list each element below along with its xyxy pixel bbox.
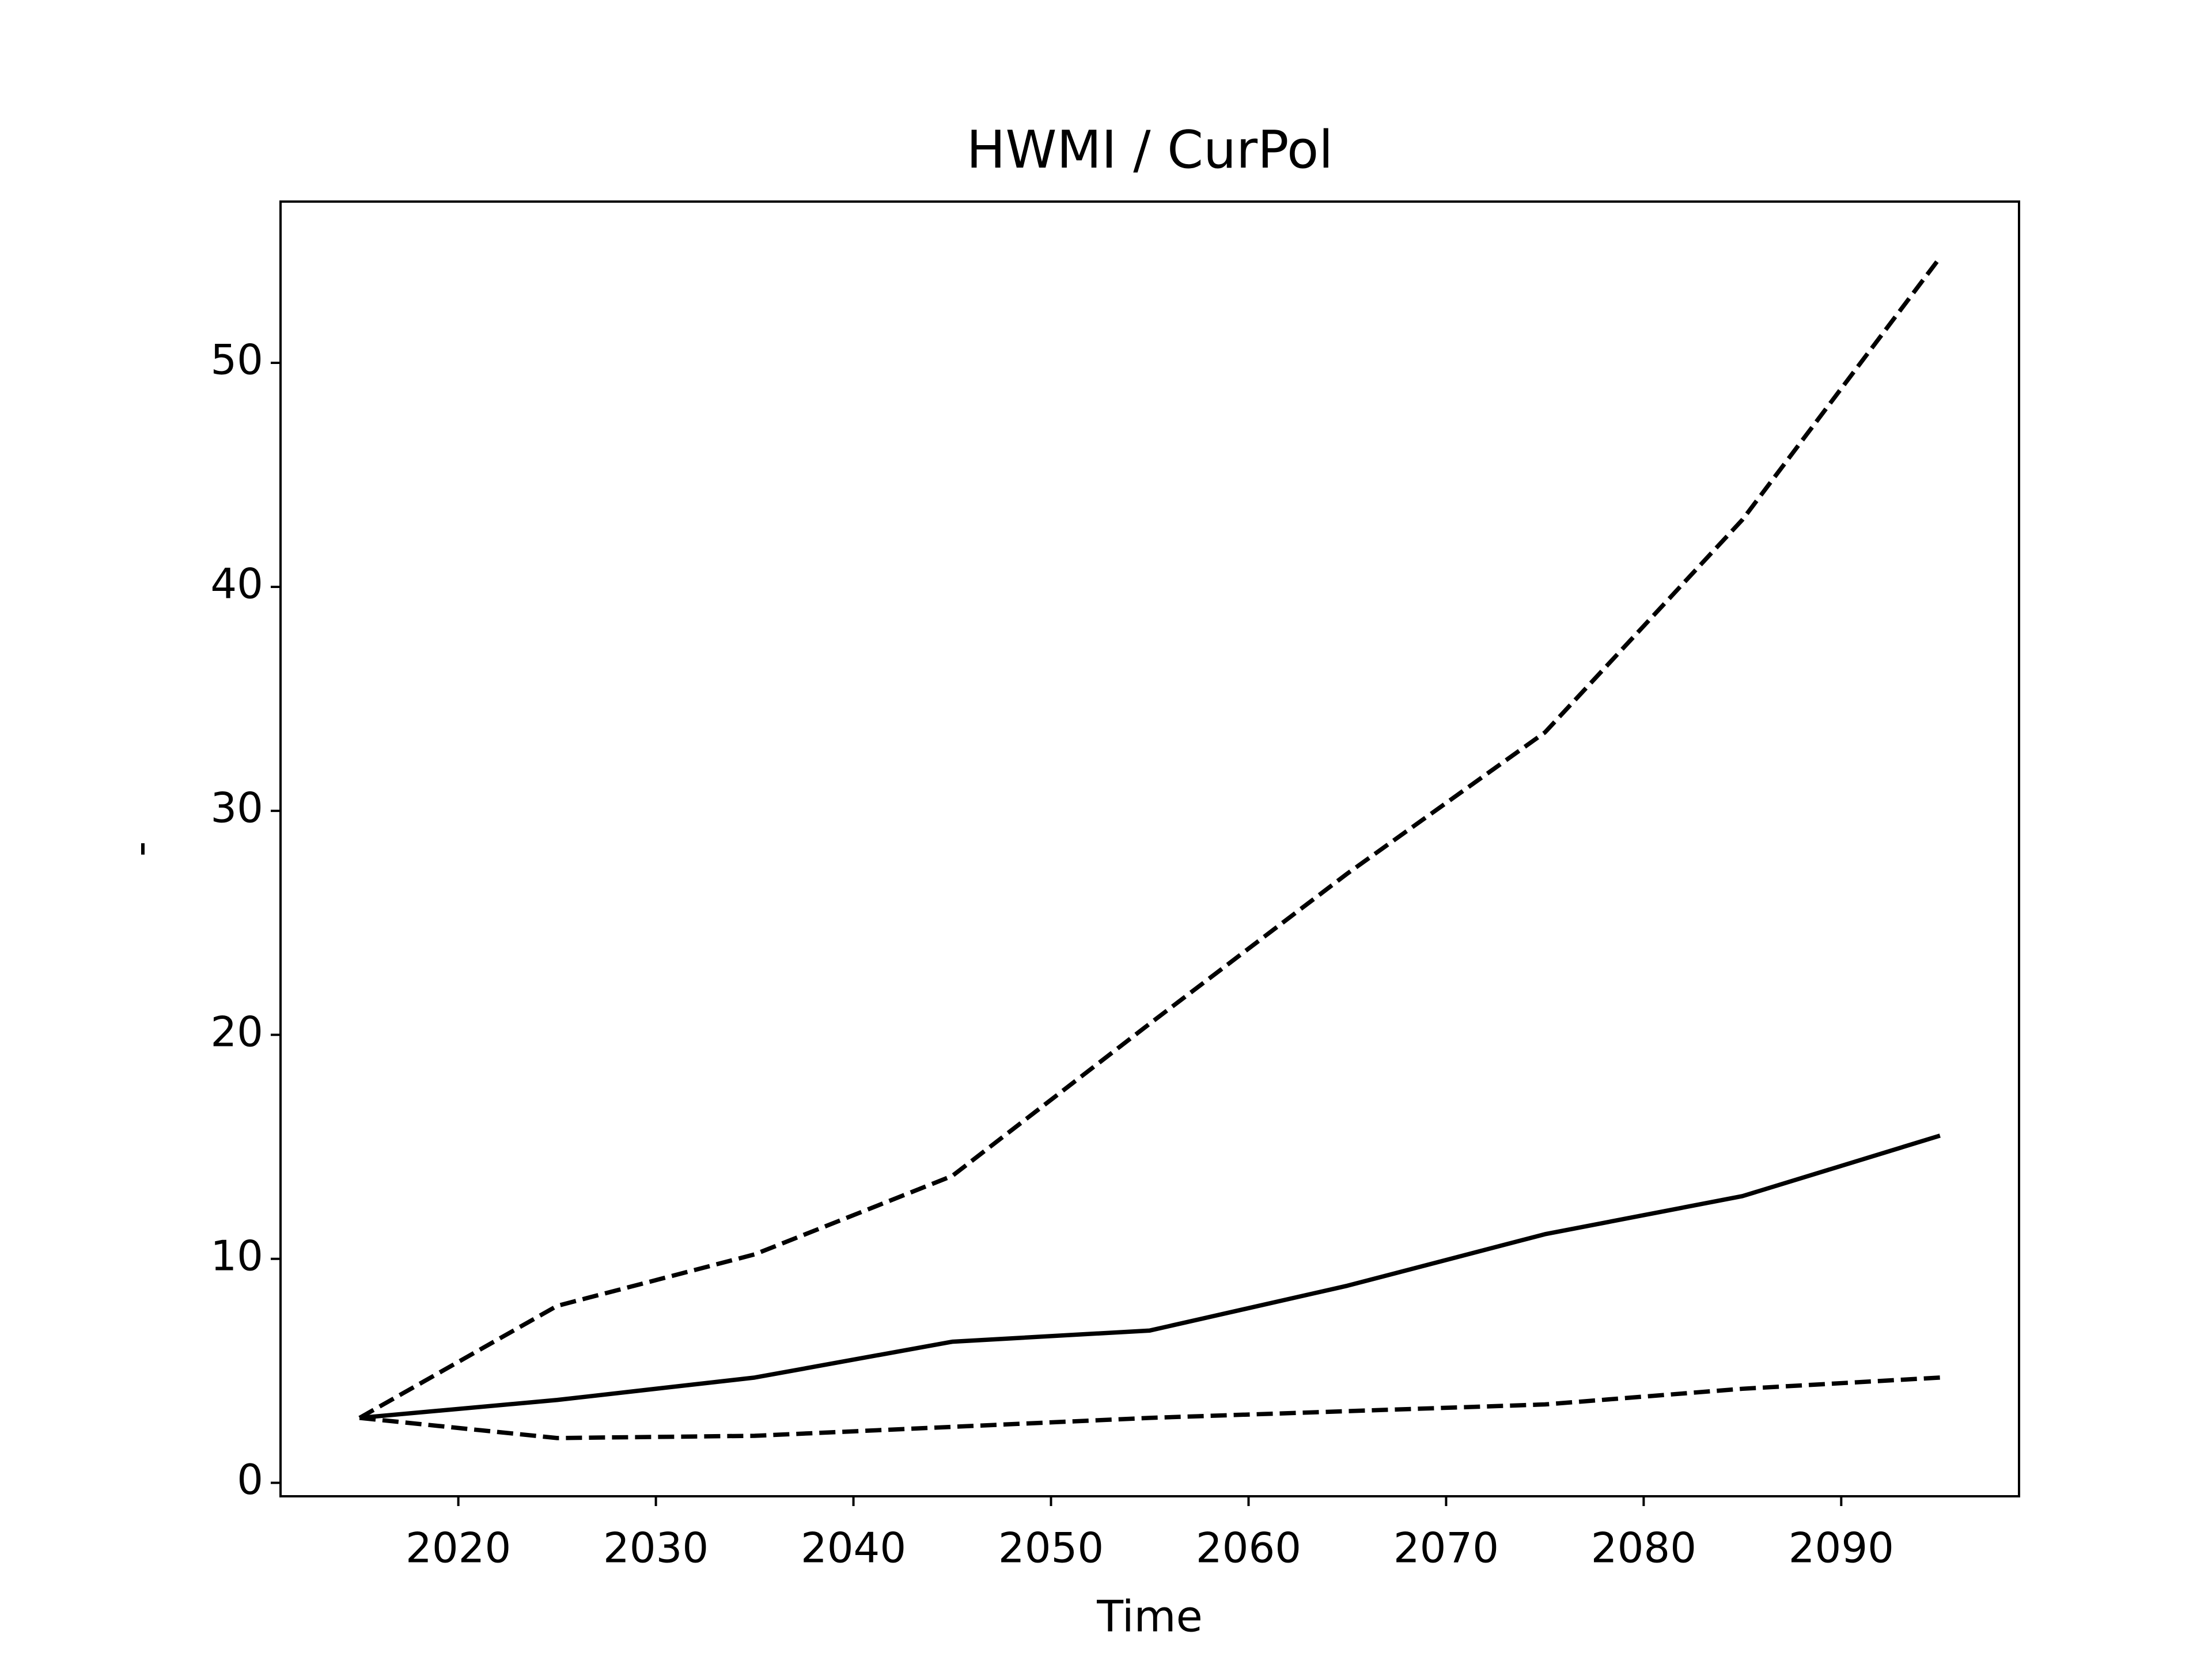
x-axis-label: Time <box>1096 1591 1203 1642</box>
x-tick-label: 2020 <box>406 1524 511 1572</box>
x-tick-label: 2090 <box>1789 1524 1894 1572</box>
y-tick-label: 20 <box>210 1007 263 1056</box>
y-tick-label: 30 <box>210 783 263 832</box>
data-line <box>359 1133 1941 1420</box>
y-tick-label: 10 <box>210 1231 263 1280</box>
x-tick-label: 2070 <box>1393 1524 1499 1572</box>
y-tick-label: 50 <box>210 336 263 384</box>
y-tick-label: 0 <box>237 1455 263 1504</box>
data-line <box>359 1375 1941 1440</box>
x-tick-label: 2030 <box>603 1524 709 1572</box>
x-tick-label: 2060 <box>1196 1524 1301 1572</box>
y-axis-label: - <box>115 841 165 856</box>
plot-frame <box>279 200 2020 1497</box>
x-tick-label: 2050 <box>998 1524 1104 1572</box>
y-tick-label: 40 <box>210 559 263 608</box>
x-tick-label: 2040 <box>801 1524 906 1572</box>
chart-title: HWMI / CurPol <box>967 120 1333 180</box>
data-line <box>358 256 1942 1420</box>
x-tick-label: 2080 <box>1591 1524 1696 1572</box>
